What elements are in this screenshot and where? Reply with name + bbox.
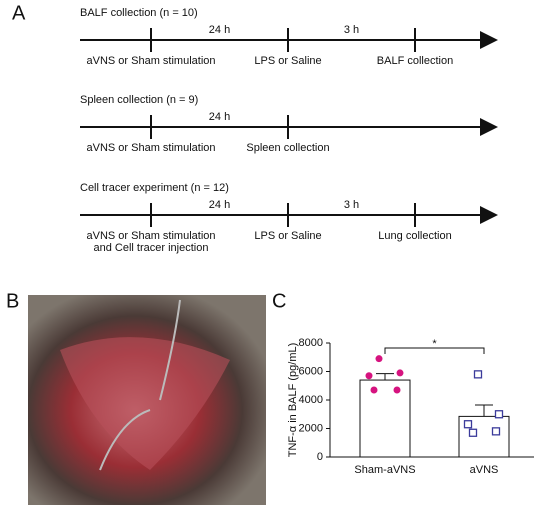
event-label: LPS or Saline bbox=[254, 55, 321, 67]
arrow-head bbox=[480, 118, 498, 136]
photo-detail bbox=[99, 299, 181, 471]
x-tick-label: aVNS bbox=[470, 464, 499, 476]
bar bbox=[359, 379, 411, 458]
event-label: and Cell tracer injection bbox=[94, 242, 209, 254]
x-tick-label: Sham-aVNS bbox=[354, 464, 415, 476]
error-bar bbox=[376, 373, 394, 381]
timeline-title: Spleen collection (n = 9) bbox=[80, 94, 198, 106]
data-point bbox=[365, 372, 373, 380]
event-label: BALF collection bbox=[377, 55, 453, 67]
data-point bbox=[494, 410, 504, 419]
data-point bbox=[396, 369, 404, 377]
panel-label: B bbox=[6, 290, 19, 312]
data-point bbox=[491, 427, 501, 436]
panel-label: A bbox=[12, 2, 26, 24]
event-label: LPS or Saline bbox=[254, 230, 321, 242]
data-point bbox=[375, 355, 383, 363]
data-point bbox=[473, 370, 483, 379]
interval-label: 24 h bbox=[209, 24, 230, 36]
event-label: Lung collection bbox=[378, 230, 451, 242]
y-tick-label: 0 bbox=[317, 451, 323, 463]
interval-label: 3 h bbox=[344, 24, 359, 36]
interval-label: 3 h bbox=[344, 199, 359, 211]
timeline-title: Cell tracer experiment (n = 12) bbox=[80, 182, 229, 194]
timeline-title: BALF collection (n = 10) bbox=[80, 7, 198, 19]
interval-label: 24 h bbox=[209, 111, 230, 123]
photo-detail bbox=[60, 337, 230, 470]
arrow-head bbox=[480, 206, 498, 224]
significance-label: * bbox=[432, 338, 437, 350]
error-bar bbox=[475, 404, 493, 417]
event-label: aVNS or Sham stimulation bbox=[87, 55, 216, 67]
arrow-head bbox=[480, 31, 498, 49]
y-tick-label: 8000 bbox=[299, 337, 323, 349]
y-tick-label: 2000 bbox=[299, 422, 323, 434]
data-point bbox=[468, 428, 478, 437]
significance-bracket bbox=[384, 347, 485, 354]
panel-label: C bbox=[272, 290, 286, 312]
event-label: aVNS or Sham stimulation bbox=[87, 142, 216, 154]
data-point bbox=[463, 420, 473, 429]
event-label: Spleen collection bbox=[246, 142, 329, 154]
y-tick-label: 6000 bbox=[299, 365, 323, 377]
event-label: aVNS or Sham stimulation bbox=[87, 230, 216, 242]
data-point bbox=[393, 386, 401, 394]
data-point bbox=[370, 386, 378, 394]
interval-label: 24 h bbox=[209, 199, 230, 211]
y-axis-title: TNF-α in BALF (pg/mL) bbox=[287, 343, 299, 458]
y-tick-label: 4000 bbox=[299, 394, 323, 406]
